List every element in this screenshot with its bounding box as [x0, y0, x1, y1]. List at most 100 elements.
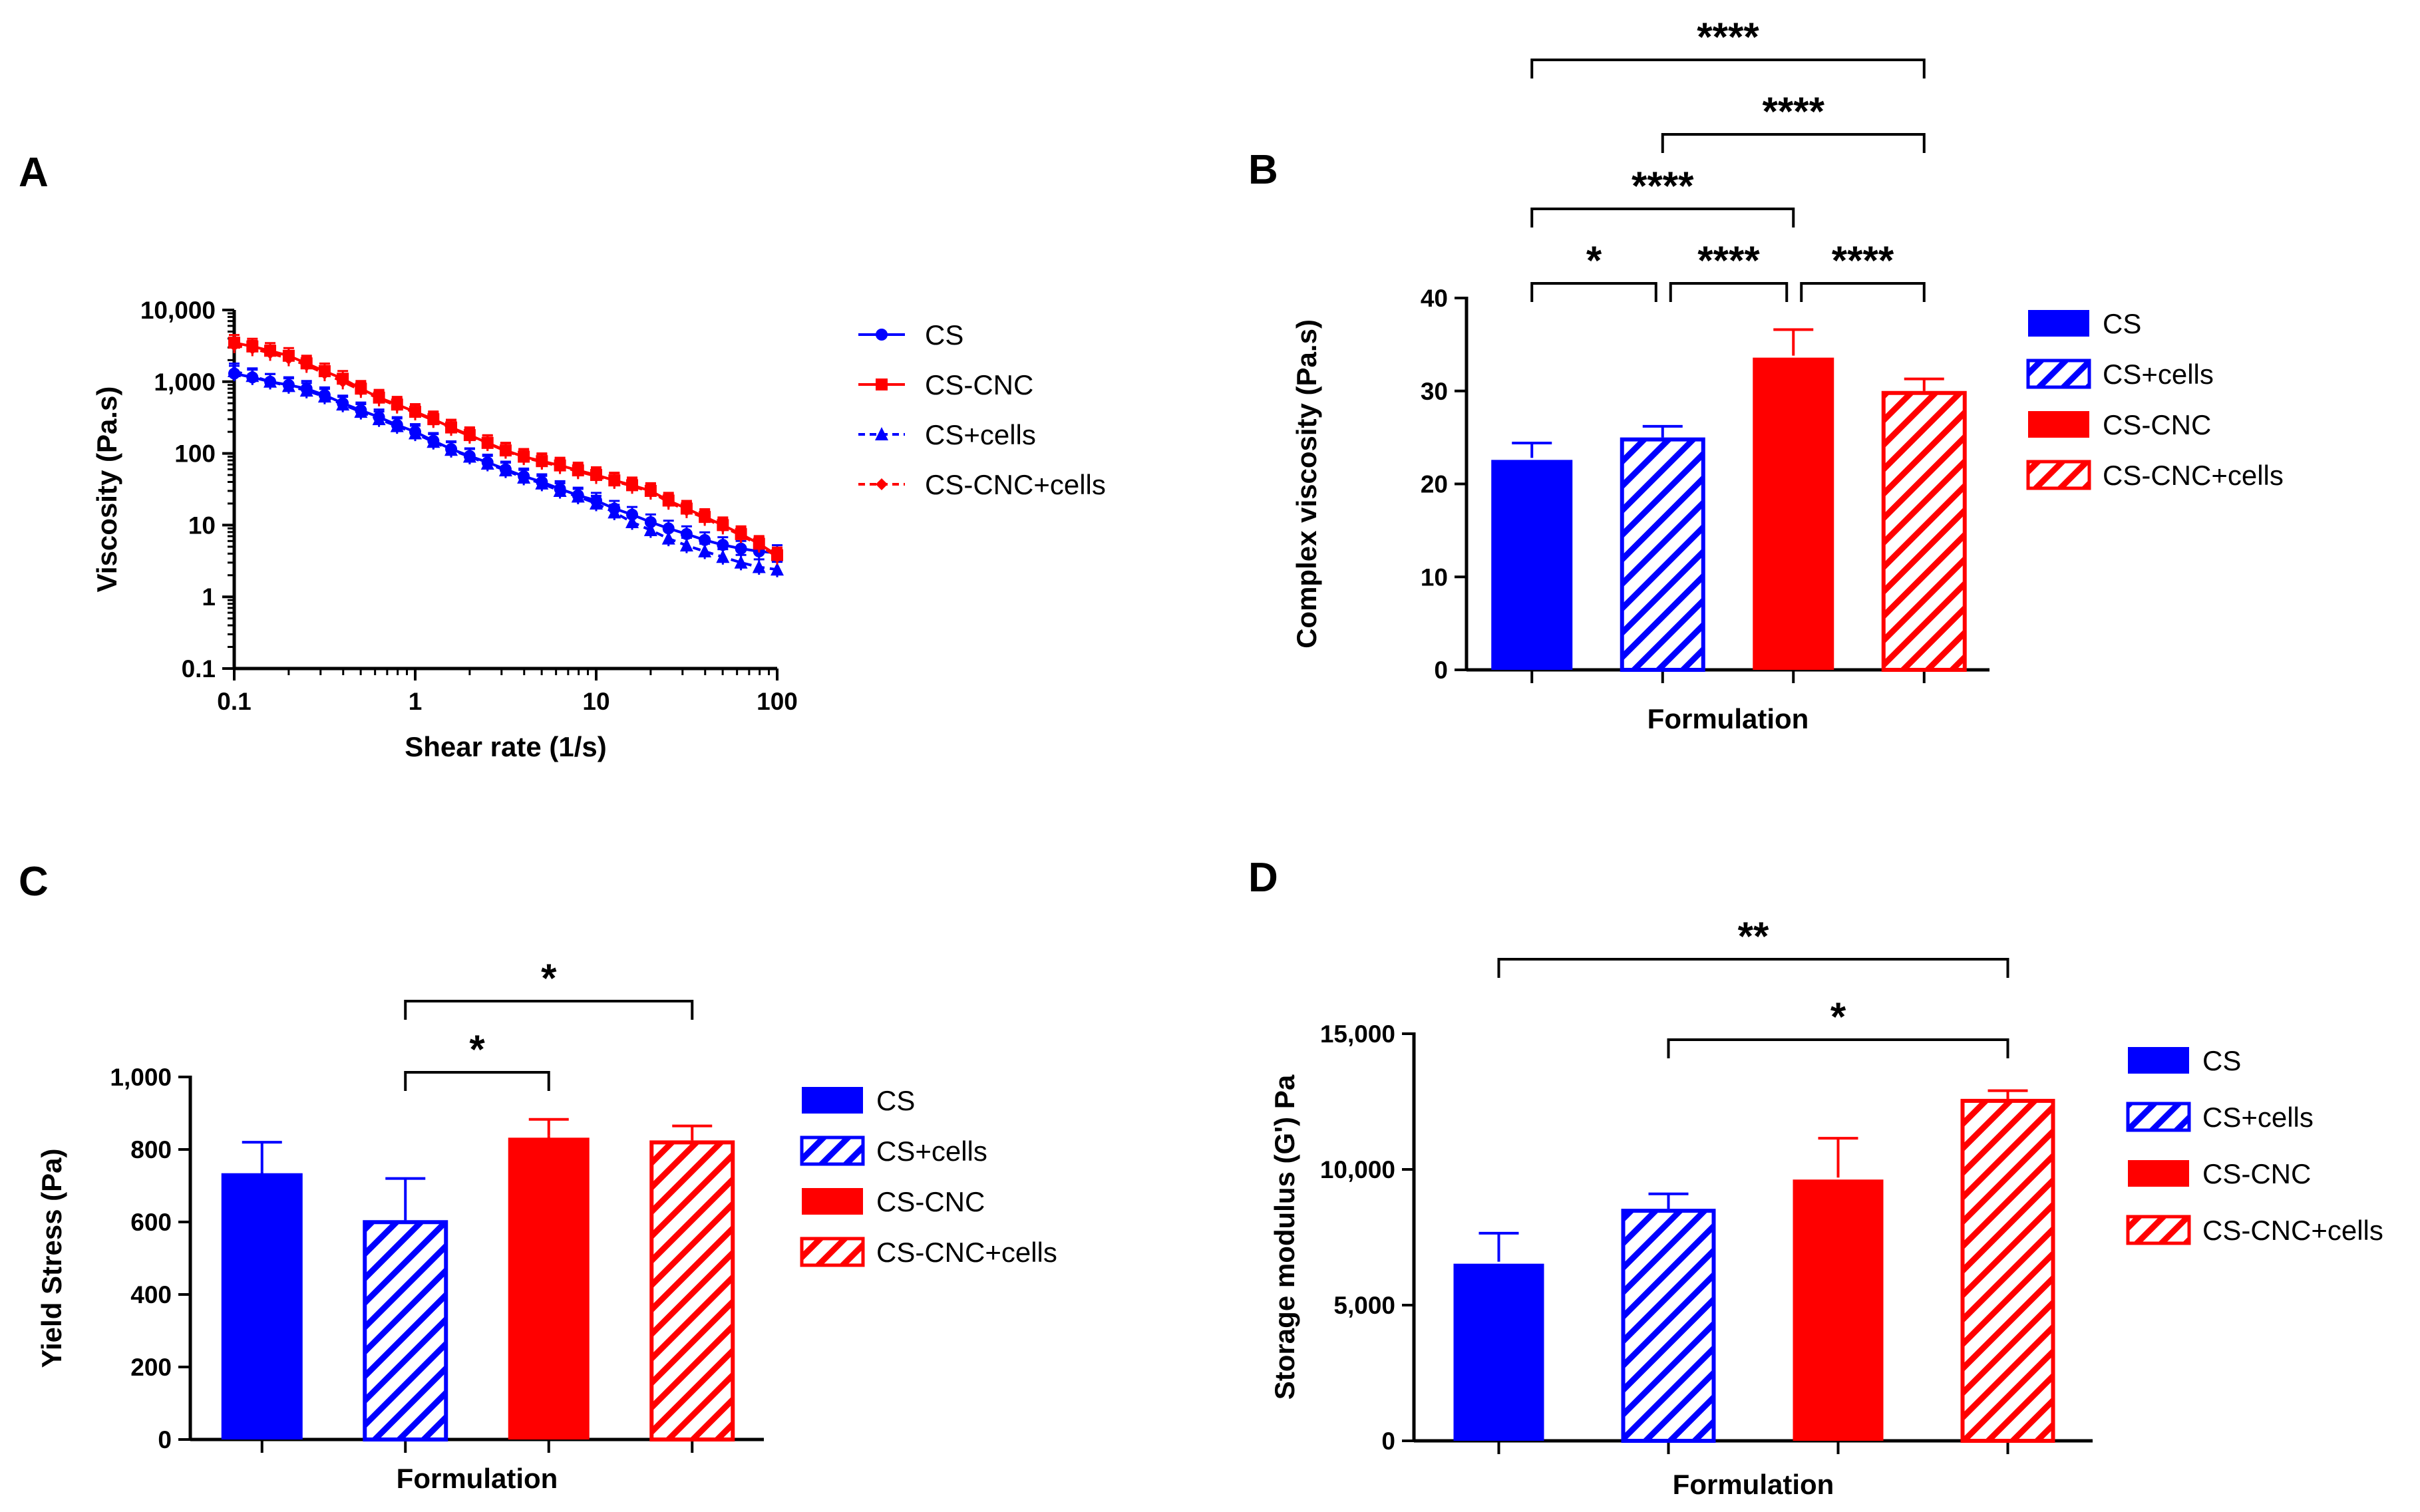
legend-item: CS-CNC+cells — [858, 469, 1106, 500]
data-point — [661, 531, 675, 545]
data-point — [518, 451, 530, 464]
legend-label: CS — [876, 1085, 915, 1116]
data-point — [246, 342, 259, 355]
data-point — [317, 389, 331, 403]
bracket-line — [404, 1000, 694, 1020]
significance-bracket: **** — [1669, 238, 1789, 302]
y-tick-label: 30 — [1421, 378, 1448, 405]
data-point — [735, 529, 747, 541]
data-point — [462, 449, 476, 463]
series-cs-cnc-plus-cells — [228, 337, 783, 565]
bracket-line — [1530, 59, 1926, 78]
y-tick-label: 10,000 — [140, 297, 216, 324]
bracket-line — [1661, 133, 1926, 153]
legend-item: CS-CNC+cells — [2126, 1215, 2383, 1246]
y-axis-title: Complex viscosity (Pa.s) — [1291, 319, 1322, 649]
data-point — [390, 418, 404, 432]
y-tick-label: 800 — [130, 1136, 172, 1163]
y-tick-label: 0.1 — [182, 655, 216, 682]
bracket-line — [1497, 958, 2009, 978]
legend-swatch — [2128, 1160, 2189, 1187]
legend-item: CS-CNC+cells — [2026, 460, 2284, 491]
significance-label: ** — [1738, 914, 1769, 959]
data-point — [753, 539, 765, 551]
bar-cs-cnc-plus-cells — [1960, 1089, 2055, 1443]
bar-cs — [221, 1141, 303, 1439]
legend-swatch — [2026, 460, 2091, 490]
data-point — [680, 504, 693, 517]
significance-bracket: **** — [1530, 15, 1926, 78]
bracket-line — [1667, 1038, 2009, 1058]
data-point — [354, 404, 368, 418]
data-point — [427, 414, 440, 426]
data-point — [281, 378, 295, 392]
panel-label: A — [19, 150, 49, 196]
bracket-line — [404, 1071, 550, 1091]
data-point — [716, 549, 730, 563]
data-point — [536, 456, 548, 468]
legend-label: CS-CNC+cells — [876, 1237, 1057, 1268]
data-point — [662, 496, 675, 508]
bar — [508, 1137, 590, 1439]
data-point — [300, 359, 313, 371]
data-point — [626, 480, 639, 492]
data-point — [263, 374, 277, 388]
data-point — [717, 520, 729, 533]
significance-label: **** — [1632, 164, 1694, 208]
data-point — [391, 400, 403, 412]
y-axis-title: Storage modulus (G') Pa — [1269, 1074, 1300, 1400]
significance-bracket: * — [404, 956, 694, 1020]
legend-item: CS+cells — [2026, 359, 2214, 390]
significance-bracket: ** — [1497, 914, 2009, 978]
data-point — [299, 383, 313, 397]
x-tick-label: 100 — [757, 688, 798, 715]
data-point — [699, 512, 711, 524]
legend-label: CS-CNC — [925, 369, 1033, 400]
data-point — [228, 339, 240, 352]
panel-b-complex-viscosity-chart: B 0 10 20 30 40 Formulation Complex viscosity (… — [1248, 15, 2284, 734]
data-point — [372, 412, 386, 426]
x-axis-title: Formulation — [397, 1463, 558, 1494]
y-tick-label: 15,000 — [1320, 1020, 1395, 1048]
legend-item: CS-CNC — [2128, 1158, 2311, 1189]
significance-label: **** — [1832, 238, 1894, 283]
legend-item: CS — [2028, 308, 2141, 339]
legend-marker — [875, 427, 888, 440]
data-point — [572, 465, 584, 478]
legend-label: CS+cells — [925, 419, 1036, 450]
panel-c-yield-stress-chart: C 0 200 400 600 800 1,000 Formulation Yield Stre… — [19, 859, 1057, 1494]
legend-swatch — [800, 1237, 865, 1267]
y-tick-label: 0 — [158, 1426, 172, 1453]
y-tick-label: 0 — [1381, 1428, 1395, 1455]
bar-cs-cnc-plus-cells — [649, 1124, 735, 1441]
x-axis-title: Formulation — [1673, 1469, 1834, 1500]
data-point — [771, 562, 784, 576]
bar-cs-cnc-plus-cells — [1881, 377, 1967, 672]
y-tick-label: 10,000 — [1320, 1156, 1395, 1183]
data-point — [717, 539, 729, 551]
bar-cs-plus-cells — [363, 1177, 448, 1442]
data-point — [644, 486, 657, 498]
data-point — [336, 397, 350, 411]
data-point — [427, 434, 440, 448]
data-point — [228, 364, 241, 378]
bar — [221, 1173, 303, 1439]
significance-bracket: **** — [1530, 164, 1795, 227]
bracket-line — [1669, 282, 1789, 302]
data-point — [679, 538, 693, 552]
legend-label: CS-CNC+cells — [2202, 1215, 2383, 1246]
legend-label: CS-CNC+cells — [2103, 460, 2284, 491]
y-tick-label: 1,000 — [154, 369, 216, 396]
significance-bracket: * — [1667, 994, 2009, 1058]
legend-item: CS — [858, 319, 963, 351]
bracket-line — [1800, 282, 1926, 302]
panel-label: B — [1248, 147, 1278, 193]
data-point — [337, 375, 349, 388]
data-point — [444, 442, 458, 456]
bar — [1491, 460, 1573, 670]
y-tick-label: 1 — [202, 583, 216, 611]
data-point — [553, 483, 567, 497]
data-point — [590, 496, 603, 510]
data-point — [318, 367, 331, 380]
legend-label: CS+cells — [876, 1135, 987, 1167]
